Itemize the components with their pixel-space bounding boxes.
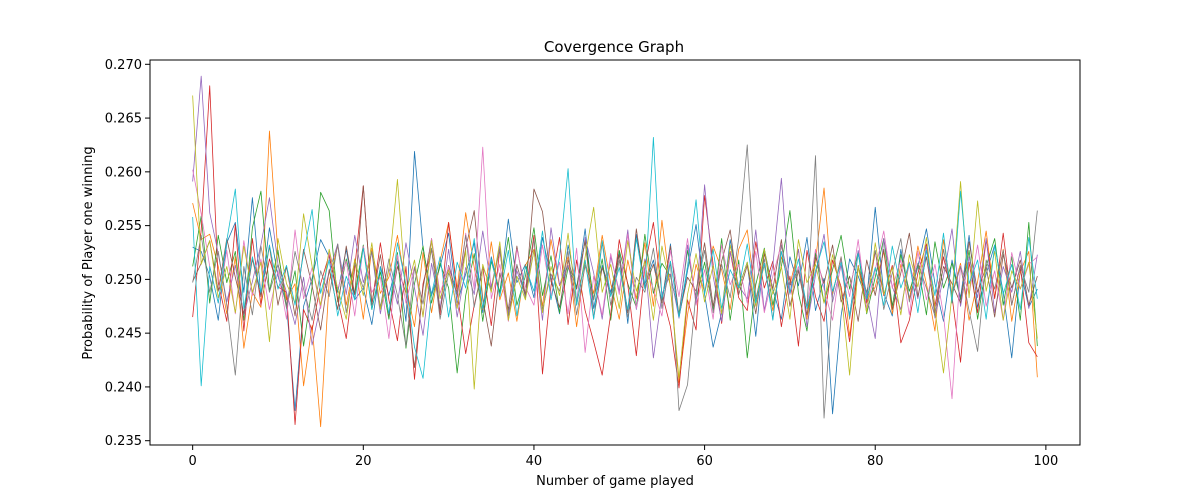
y-axis-label: Probability of Player one winning — [81, 146, 96, 359]
y-tick-label: 0.270 — [105, 58, 142, 73]
series-line-9 — [192, 95, 1038, 390]
x-tick-label: 20 — [355, 454, 372, 469]
y-tick-label: 0.250 — [105, 273, 142, 288]
x-axis-label: Number of game played — [536, 474, 694, 489]
x-tick-label: 0 — [189, 454, 197, 469]
y-axis-ticks: 0.235 0.240 0.245 0.250 0.255 0.260 0.265 0.270 — [105, 58, 150, 449]
series-line-10 — [192, 137, 1038, 387]
y-tick-label: 0.255 — [105, 219, 142, 234]
x-tick-label: 40 — [526, 454, 543, 469]
x-axis-ticks: 0 20 40 60 80 100 — [189, 445, 1058, 469]
y-tick-label: 0.235 — [105, 434, 142, 449]
y-tick-label: 0.240 — [105, 380, 142, 395]
plot-frame — [149, 59, 1081, 446]
y-tick-label: 0.265 — [105, 112, 142, 127]
y-tick-label: 0.260 — [105, 165, 142, 180]
x-tick-label: 80 — [867, 454, 884, 469]
x-tick-label: 100 — [1033, 454, 1058, 469]
x-tick-label: 60 — [696, 454, 713, 469]
y-tick-label: 0.245 — [105, 327, 142, 342]
chart-title: Covergence Graph — [544, 38, 684, 56]
series-lines — [192, 75, 1038, 428]
